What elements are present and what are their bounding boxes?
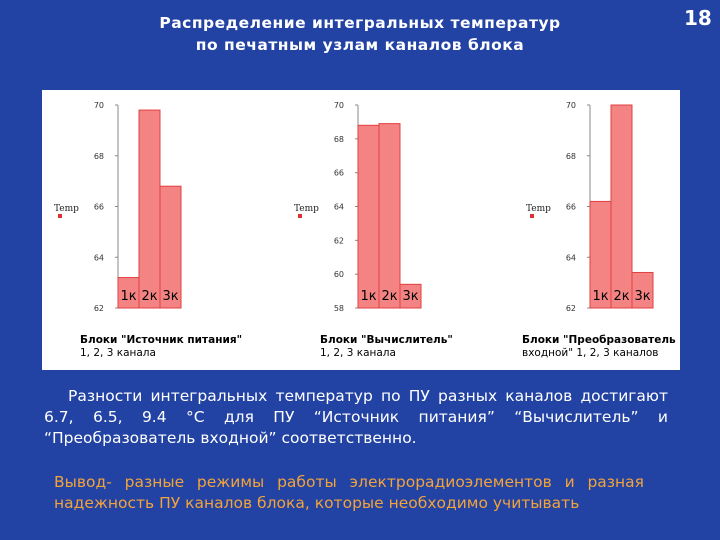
y-tick-label: 62 (334, 236, 344, 245)
y-tick-label: 66 (94, 203, 104, 212)
y-tick-label: 68 (94, 152, 104, 161)
label-marker (530, 214, 534, 218)
bar-label: 1к (592, 289, 608, 304)
y-tick-label: 62 (566, 304, 576, 313)
bar-label: 3к (634, 289, 650, 304)
y-axis-label: Temp (294, 204, 319, 214)
y-axis-label: Temp (526, 204, 551, 214)
slide-number: 18 (684, 6, 712, 30)
bar (378, 123, 401, 309)
y-tick-label: 62 (94, 304, 104, 313)
label-marker (298, 214, 302, 218)
title-line: по печатным узлам каналов блока (195, 36, 525, 54)
bar-label: 1к (360, 289, 376, 304)
y-tick-label: 70 (566, 101, 576, 110)
bar (138, 109, 161, 309)
y-tick-label: 58 (334, 304, 344, 313)
bar-label: 1к (120, 289, 136, 304)
bar-label: 2к (381, 289, 397, 304)
chart-caption: Блоки "Вычислитель" (320, 334, 453, 346)
y-tick-label: 60 (334, 270, 344, 279)
title-line: Распределение интегральных температур (159, 14, 561, 32)
y-tick-label: 64 (94, 253, 104, 262)
y-tick-label: 68 (566, 152, 576, 161)
y-tick-label: 70 (94, 101, 104, 110)
y-tick-label: 64 (566, 253, 576, 262)
bar-label: 3к (402, 289, 418, 304)
chart-caption: Блоки "Источник питания" (80, 334, 242, 346)
bar (631, 271, 654, 309)
chart-caption: входной" 1, 2, 3 каналов (522, 347, 659, 359)
body-text: Разности интегральных температур по ПУ р… (44, 387, 668, 447)
slide-title: Распределение интегральных температур по … (80, 12, 640, 56)
y-axis-label: Temp (54, 204, 79, 214)
y-tick-label: 68 (334, 135, 344, 144)
bar (399, 283, 422, 309)
bar-label: 2к (613, 289, 629, 304)
conclusion: Вывод- разные режимы работы электрорадио… (54, 473, 644, 512)
bar (159, 185, 182, 309)
chart-caption: Блоки "Преобразователь (522, 334, 676, 346)
bar (357, 124, 380, 309)
y-tick-label: 66 (566, 203, 576, 212)
y-tick-label: 70 (334, 101, 344, 110)
chart-caption: 1, 2, 3 канала (80, 347, 156, 359)
y-tick-label: 64 (334, 203, 344, 212)
bar (610, 104, 633, 309)
label-marker (58, 214, 62, 218)
bar-label: 2к (141, 289, 157, 304)
bar-label: 3к (162, 289, 178, 304)
y-tick-label: 66 (334, 169, 344, 178)
chart-caption: 1, 2, 3 канала (320, 347, 396, 359)
